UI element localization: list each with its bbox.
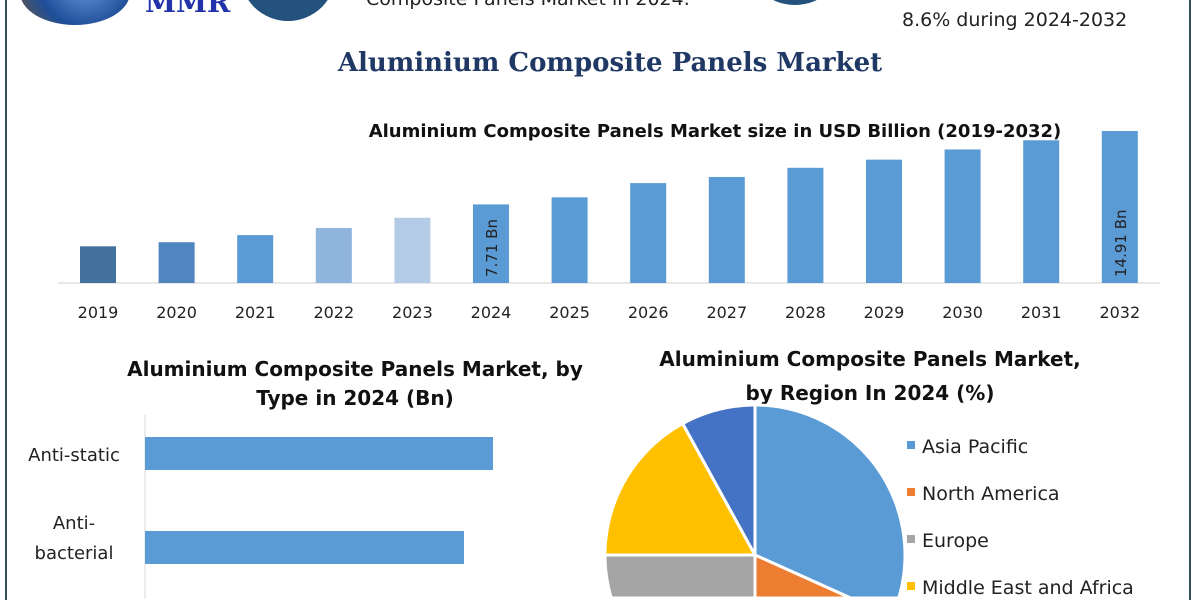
header-circle-icon bbox=[745, 0, 845, 5]
legend-swatch bbox=[907, 488, 915, 496]
region-chart-title-line1: Aluminium Composite Panels Market, bbox=[659, 347, 1081, 371]
type-chart-title: Aluminium Composite Panels Market, by Ty… bbox=[90, 355, 620, 413]
category-label: Anti-static bbox=[28, 445, 120, 466]
tick-label-2031: 2031 bbox=[1021, 303, 1062, 322]
bar-2027 bbox=[708, 176, 745, 283]
bar-2032 bbox=[1101, 131, 1138, 283]
pie-slice-north-america bbox=[753, 553, 853, 600]
bar-2031 bbox=[1023, 140, 1060, 283]
bar-2029 bbox=[866, 159, 902, 283]
type-chart-title-line2: Type in 2024 (Bn) bbox=[256, 386, 454, 410]
tick-label-2026: 2026 bbox=[628, 303, 669, 322]
category-label: Anti- bbox=[53, 513, 95, 534]
tick-label-2024: 2024 bbox=[471, 303, 512, 322]
bar-2020 bbox=[158, 242, 195, 283]
legend-label: Asia Pacific bbox=[922, 436, 1028, 458]
pie-slice-other bbox=[681, 403, 757, 557]
legend-label: Middle East and Africa bbox=[922, 577, 1134, 599]
legend-label: North America bbox=[922, 483, 1060, 505]
bar-2023 bbox=[394, 217, 431, 283]
hbar-anti-bacterial bbox=[145, 531, 464, 564]
bar-2026 bbox=[630, 183, 667, 283]
bar-chart-title: Aluminium Composite Panels Market size i… bbox=[368, 121, 1062, 142]
tick-label-2027: 2027 bbox=[706, 303, 747, 322]
bar-2019 bbox=[80, 246, 116, 283]
pie-slice-europe bbox=[603, 553, 757, 600]
bar-2024 bbox=[473, 204, 509, 283]
tick-label-2025: 2025 bbox=[549, 303, 590, 322]
data-label-2032: 14.91 Bn bbox=[1112, 209, 1130, 277]
type-chart-title-line1: Aluminium Composite Panels Market, by bbox=[127, 357, 583, 381]
tick-label-2028: 2028 bbox=[785, 303, 826, 322]
bar-2030 bbox=[944, 149, 981, 283]
pie-slice-middle-east-and-africa bbox=[603, 422, 757, 557]
bar-2021 bbox=[237, 235, 274, 283]
region-chart-title: Aluminium Composite Panels Market, by Re… bbox=[620, 342, 1120, 410]
header-fact-right: 8.6% during 2024-2032 bbox=[902, 9, 1128, 31]
logo-text: MMR bbox=[145, 0, 231, 19]
tick-label-2032: 2032 bbox=[1099, 303, 1140, 322]
tick-label-2020: 2020 bbox=[156, 303, 197, 322]
bar-2025 bbox=[551, 197, 588, 283]
category-label: bacterial bbox=[35, 543, 114, 564]
legend-swatch bbox=[907, 441, 915, 449]
infographic-frame bbox=[5, 0, 1191, 600]
tick-label-2021: 2021 bbox=[235, 303, 276, 322]
tick-label-2029: 2029 bbox=[864, 303, 905, 322]
legend-label: Europe bbox=[922, 530, 989, 552]
data-label-2024: 7.71 Bn bbox=[483, 219, 501, 277]
bar-2022 bbox=[315, 227, 352, 283]
pie-slice-asia-pacific bbox=[753, 403, 907, 600]
header-fact-left: Composite Panels Market in 2024. bbox=[366, 0, 690, 10]
legend-swatch bbox=[907, 582, 915, 590]
bar-2028 bbox=[787, 167, 824, 283]
tick-label-2019: 2019 bbox=[78, 303, 119, 322]
region-chart-title-line2: by Region In 2024 (%) bbox=[745, 381, 995, 405]
tick-label-2030: 2030 bbox=[942, 303, 983, 322]
tick-label-2023: 2023 bbox=[392, 303, 433, 322]
main-title: Aluminium Composite Panels Market bbox=[337, 48, 883, 78]
tick-label-2022: 2022 bbox=[313, 303, 354, 322]
hbar-anti-static bbox=[145, 437, 493, 470]
legend-swatch bbox=[907, 535, 915, 543]
